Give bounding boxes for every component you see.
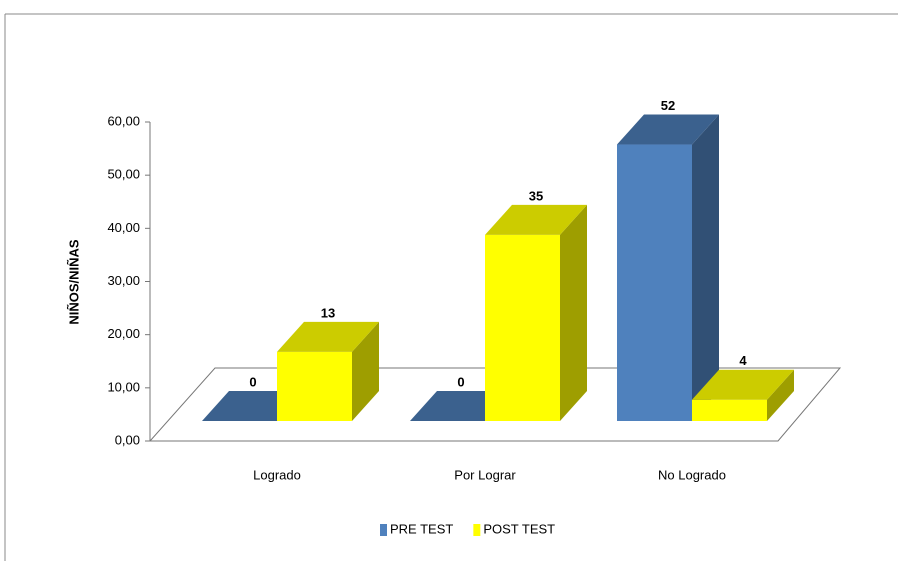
y-tick-label: 40,00 xyxy=(107,220,140,235)
data-label: 0 xyxy=(457,374,464,389)
bar-front xyxy=(617,144,692,422)
bar-side xyxy=(767,369,794,421)
y-tick-label: 20,00 xyxy=(107,326,140,341)
data-label: 35 xyxy=(529,188,543,203)
bar-top xyxy=(485,204,587,235)
data-label: 0 xyxy=(249,374,256,389)
bar-front xyxy=(277,351,352,421)
legend-label: POST TEST xyxy=(483,521,555,536)
bar-side xyxy=(352,321,379,421)
legend-label: PRE TEST xyxy=(390,521,453,536)
x-tick-label: No Logrado xyxy=(658,467,726,482)
bar-top xyxy=(692,369,794,400)
y-tick-label: 50,00 xyxy=(107,167,140,182)
bar-front xyxy=(692,399,767,421)
x-tick-label: Logrado xyxy=(253,467,301,482)
bar-top xyxy=(617,114,719,145)
y-tick-label: 10,00 xyxy=(107,379,140,394)
data-label: 13 xyxy=(321,305,335,320)
y-axis-label: NIÑOS/NIÑAS xyxy=(66,239,81,325)
bar-top xyxy=(277,321,379,352)
bar-side xyxy=(560,204,587,421)
legend-swatch xyxy=(473,524,481,536)
bar-side xyxy=(692,114,719,422)
data-label: 52 xyxy=(661,98,675,113)
data-label: 4 xyxy=(739,353,747,368)
y-tick-label: 30,00 xyxy=(107,273,140,288)
bar-front xyxy=(485,234,560,421)
legend-swatch xyxy=(380,524,387,536)
x-tick-label: Por Lograr xyxy=(454,467,516,482)
y-tick-label: 0,00 xyxy=(115,432,140,447)
y-tick-label: 60,00 xyxy=(107,113,140,128)
